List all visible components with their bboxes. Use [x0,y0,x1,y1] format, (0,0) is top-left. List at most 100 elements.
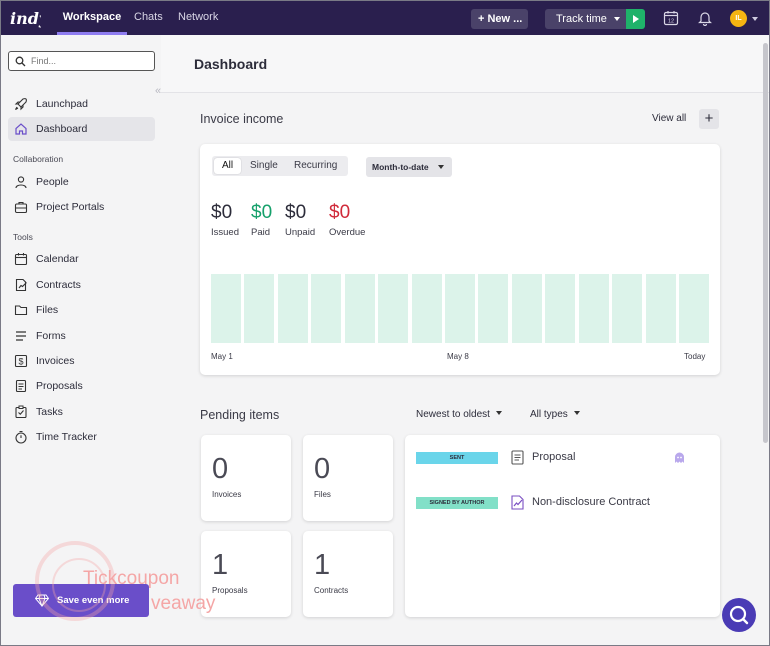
tile-count: 1 [314,549,331,581]
tile-label: Files [314,490,331,499]
income-bar [344,274,375,343]
new-button[interactable]: + New ... [471,9,528,29]
sidebar-item-label: Contracts [36,279,81,291]
help-chat-button[interactable] [722,598,756,632]
sort-dropdown[interactable]: Newest to oldest [416,409,502,420]
watermark-text: veaway [151,593,216,614]
income-bar [612,274,643,343]
indy-logo[interactable]: indy [9,5,41,31]
tab-workspace[interactable]: Workspace [57,1,127,35]
stat-label: Unpaid [285,227,316,238]
folder-icon [14,305,28,316]
tab-network[interactable]: Network [178,11,219,23]
income-bar [511,274,542,343]
forms-icon [16,331,26,341]
tile-label: Invoices [212,490,242,499]
pending-tile-contracts[interactable]: 1 Contracts [303,531,393,617]
start-timer-button[interactable] [626,9,645,29]
tile-label: Contracts [314,586,349,595]
income-bar [378,274,409,343]
save-button-label: Save even more [57,595,130,606]
sidebar-item-people[interactable]: People [8,170,155,194]
stopwatch-icon [15,430,27,444]
main-content: Dashboard Invoice income View all + All … [161,35,769,645]
sidebar-item-contracts[interactable]: Contracts [8,273,155,297]
chevron-down-icon [495,411,502,415]
income-bar [444,274,475,343]
invoice-type-filter: All Single Recurring [212,156,348,176]
sidebar-item-label: Tasks [36,406,63,418]
income-bar [211,274,242,343]
income-bar-chart [211,274,709,343]
sidebar-item-time-tracker[interactable]: Time Tracker [8,425,155,449]
contract-icon [15,278,27,292]
sidebar-item-label: Project Portals [36,201,105,213]
ghost-icon[interactable] [673,451,686,464]
chevron-down-icon[interactable] [614,17,620,21]
chevron-down-icon[interactable] [752,17,758,21]
collapse-sidebar-icon[interactable]: « [155,85,162,97]
stat-value: $0 [285,202,307,223]
x-axis-label-mid: May 8 [447,352,469,361]
sidebar-item-calendar[interactable]: Calendar [8,247,155,271]
type-dropdown[interactable]: All types [530,409,580,420]
sidebar-item-dashboard[interactable]: Dashboard [8,117,155,141]
sidebar-item-project-portals[interactable]: Project Portals [8,195,155,219]
sidebar-item-invoices[interactable]: $ Invoices [8,349,155,373]
bell-icon[interactable] [697,10,713,26]
search-placeholder: Find... [31,56,57,66]
watermark-text: Tickcoupon [83,568,180,589]
sidebar: Find... « Launchpad Dashboard Collaborat… [1,35,161,645]
list-item-title[interactable]: Proposal [532,451,576,463]
search-input[interactable]: Find... [8,51,155,71]
filter-all[interactable]: All [214,158,242,174]
type-label: All types [530,409,568,420]
stat-issued: $0 Issued [211,202,239,238]
x-axis-label-start: May 1 [211,352,233,361]
scrollbar[interactable] [762,35,769,445]
top-navigation-bar: indy Workspace Chats Network + New ... T… [1,1,769,35]
avatar[interactable]: IL [730,10,747,27]
sidebar-item-files[interactable]: Files [8,298,155,322]
income-bar [244,274,275,343]
income-bar [578,274,609,343]
stat-label: Overdue [329,227,366,238]
scroll-thumb[interactable] [763,43,768,443]
diamond-icon [35,594,49,607]
chevron-down-icon [438,165,444,169]
section-label-collaboration: Collaboration [13,154,64,164]
sidebar-item-tasks[interactable]: Tasks [8,400,155,424]
status-badge: SIGNED BY AUTHOR [416,497,498,509]
save-even-more-button[interactable]: Save even more [13,584,149,617]
income-bar [545,274,576,343]
track-time-label: Track time [556,13,607,25]
calendar-day: 12 [668,19,674,25]
filter-recurring[interactable]: Recurring [294,160,338,171]
pending-tile-invoices[interactable]: 0 Invoices [201,435,291,521]
pending-tile-files[interactable]: 0 Files [303,435,393,521]
sidebar-item-launchpad[interactable]: Launchpad [8,92,155,116]
view-all-link[interactable]: View all [652,113,687,124]
briefcase-icon [14,201,28,214]
tab-chats[interactable]: Chats [134,11,163,23]
sidebar-item-proposals[interactable]: Proposals [8,374,155,398]
list-item-title[interactable]: Non-disclosure Contract [532,496,650,508]
document-icon [511,450,524,465]
calendar-icon[interactable]: 12 [663,10,679,26]
sidebar-item-forms[interactable]: Forms [8,324,155,348]
add-invoice-button[interactable]: + [699,109,719,129]
tile-count: 0 [212,453,229,485]
sidebar-item-label: Files [36,304,59,316]
period-dropdown[interactable]: Month-to-date [366,157,452,177]
sidebar-item-label: Proposals [36,380,83,392]
tile-label: Proposals [212,586,248,595]
pending-tile-proposals[interactable]: 1 Proposals [201,531,291,617]
status-badge: SENT [416,452,498,464]
income-bar [311,274,342,343]
page-title: Dashboard [194,56,268,72]
income-bar [478,274,509,343]
tasks-icon [15,405,27,419]
filter-single[interactable]: Single [250,160,278,171]
tile-count: 1 [212,549,229,581]
track-time-button[interactable]: Track time [545,9,626,29]
